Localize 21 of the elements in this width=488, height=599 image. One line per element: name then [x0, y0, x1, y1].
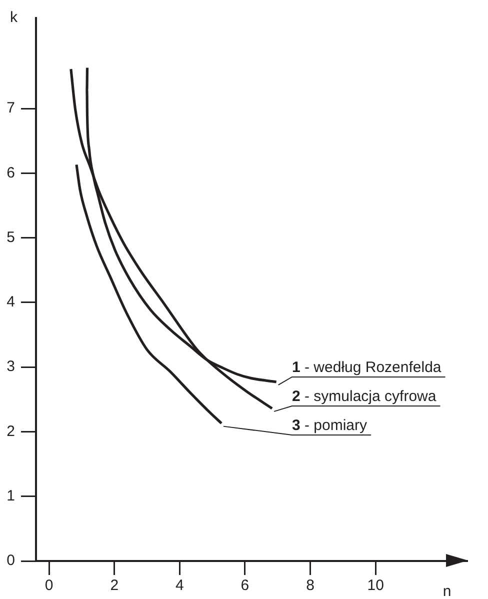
x-tick-label: 0	[44, 577, 54, 594]
y-tick-label: 6	[6, 164, 15, 182]
y-tick-label: 5	[6, 228, 15, 246]
x-tick-label: 4	[175, 577, 184, 594]
y-tick-label: 3	[6, 358, 15, 376]
line-series	[70, 68, 274, 410]
y-tick-label: 1	[6, 488, 15, 504]
series-label: 2 - symulacja cyfrowa	[292, 388, 437, 405]
y-tick-label: 4	[6, 294, 15, 311]
x-tick-label: 6	[240, 577, 250, 594]
x-tick-label: 2	[110, 577, 119, 594]
x-tick-label: 10	[367, 577, 384, 594]
y-tick-label: 2	[6, 422, 15, 440]
y-axis-title: k	[10, 9, 18, 26]
y-tick-label: 0	[6, 552, 15, 570]
x-axis-title: n	[442, 583, 452, 599]
line-series	[75, 163, 223, 425]
series-label: 1 - według Rozenfelda	[292, 359, 442, 376]
text: 3 - pomiary	[292, 417, 368, 434]
y-tick-label: 7	[6, 100, 15, 117]
x-tick-label: 8	[306, 577, 314, 594]
